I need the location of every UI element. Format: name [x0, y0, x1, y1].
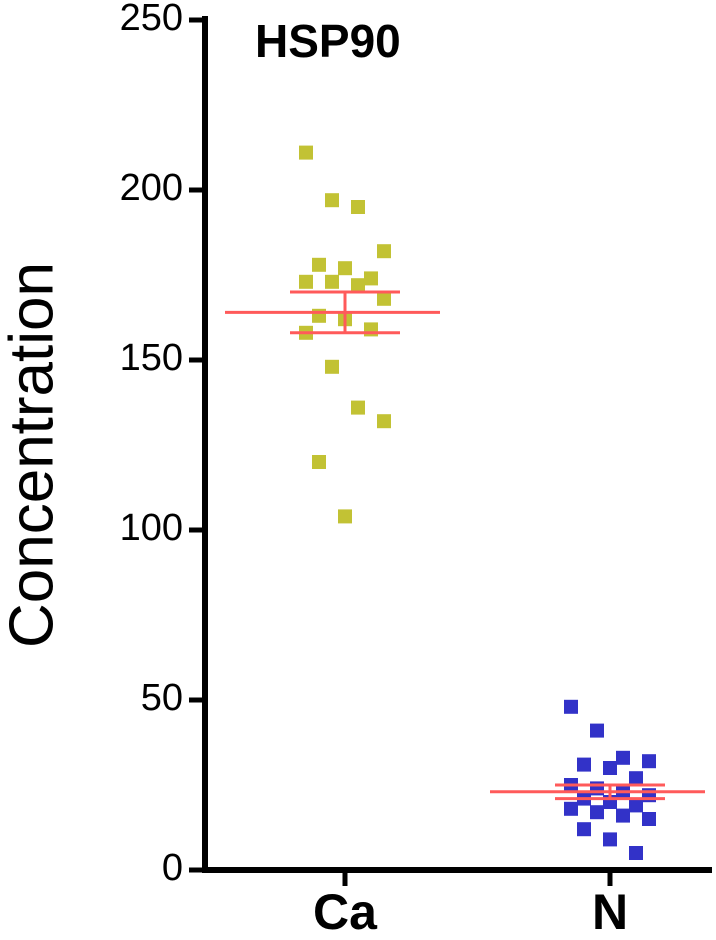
data-point: [312, 257, 326, 272]
data-point: [642, 754, 656, 769]
data-point: [325, 359, 339, 374]
data-point: [629, 846, 643, 860]
data-point: [590, 805, 604, 820]
data-point: [338, 509, 352, 524]
y-tick-label: 250: [120, 0, 183, 39]
data-point: [338, 261, 352, 276]
data-point: [299, 145, 313, 160]
y-tick-label: 50: [141, 677, 183, 719]
data-point: [603, 761, 617, 775]
data-point: [351, 278, 365, 293]
data-point: [629, 798, 643, 813]
data-point: [564, 699, 578, 714]
y-tick-label: 200: [120, 167, 183, 209]
x-tick-label: N: [592, 884, 628, 940]
data-point: [577, 822, 591, 837]
chart-title: HSP90: [255, 15, 401, 67]
y-axis-label: Concentration: [0, 262, 66, 648]
data-point: [325, 274, 339, 289]
data-point: [564, 801, 578, 816]
y-tick-label: 0: [162, 847, 183, 889]
data-point: [577, 757, 591, 772]
data-point: [603, 832, 617, 847]
data-point: [377, 244, 391, 259]
data-point: [377, 414, 391, 429]
data-point: [377, 291, 391, 306]
data-point: [299, 274, 313, 289]
data-point: [616, 750, 630, 765]
data-point: [351, 400, 365, 415]
data-point: [364, 271, 378, 286]
data-point: [642, 812, 656, 826]
data-point: [616, 808, 630, 823]
x-tick-label: Ca: [313, 884, 378, 940]
data-point: [629, 771, 643, 786]
data-point: [312, 455, 326, 469]
data-point: [590, 723, 604, 738]
y-tick-label: 150: [120, 337, 183, 379]
data-point: [351, 200, 365, 214]
y-tick-label: 100: [120, 507, 183, 549]
data-point: [325, 193, 339, 208]
